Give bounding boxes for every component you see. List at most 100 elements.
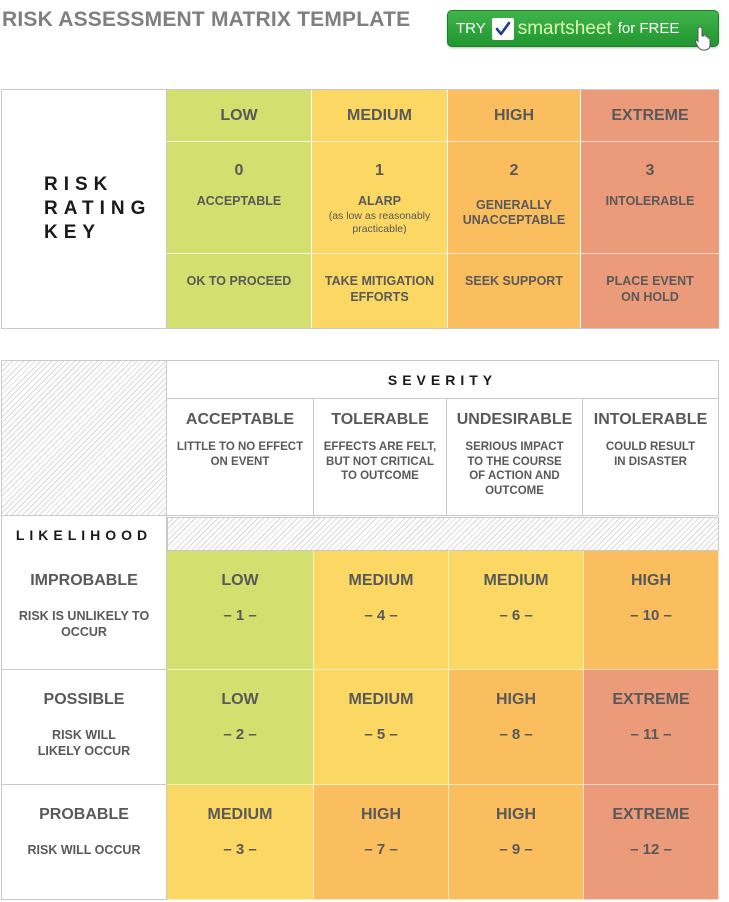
matrix-cell-level: LOW [221,691,259,708]
severity-column-acceptable: ACCEPTABLE LITTLE TO NO EFFECT ON EVENT [167,399,314,516]
likelihood-row-probable: PROBABLE RISK WILL OCCUR MEDIUM – 3 – HI… [1,785,719,900]
matrix-cell-level: EXTREME [612,806,690,823]
matrix-cell-score: – 3 – [223,841,257,858]
cta-free-label: for FREE [617,20,680,37]
key-level-action: TAKE MITIGATION EFFORTS [324,274,435,304]
key-level-subdesc: (as low as reasonably practicable) [328,210,431,235]
cta-brand-label: smartsheet [517,17,612,39]
key-level-name: MEDIUM [312,90,447,142]
severity-column-tolerable: TOLERABLE EFFECTS ARE FELT, BUT NOT CRIT… [314,399,447,516]
key-level-number: 0 [234,162,244,179]
key-level-name: EXTREME [581,90,719,142]
likelihood-desc: RISK WILL OCCUR [27,843,141,857]
matrix-cell: MEDIUM – 4 – [314,551,449,670]
key-level-name: HIGH [448,90,580,142]
key-label-line: RATING [44,198,152,219]
severity-desc: COULD RESULT IN DISASTER [605,441,696,468]
key-column-low: LOW 0 ACCEPTABLE OK TO PROCEED [167,90,312,328]
key-level-number: 2 [509,162,519,179]
risk-rating-key-label: RISK RATING KEY [2,90,167,328]
cursor-hand-icon [694,25,714,55]
severity-name: ACCEPTABLE [185,411,295,428]
key-label-line: RISK [44,174,114,195]
matrix-cell-score: – 4 – [364,607,398,624]
key-level-action: OK TO PROCEED [186,274,292,288]
matrix-cell: HIGH – 10 – [584,551,719,670]
matrix-cell-level: HIGH [361,806,401,823]
key-level-rating: 1 ALARP (as low as reasonably practicabl… [312,142,447,254]
matrix-cell: HIGH – 7 – [314,785,449,900]
matrix-cell-level: MEDIUM [483,572,549,589]
matrix-cell-score: – 12 – [630,841,672,858]
matrix-cell-score: – 10 – [630,607,672,624]
likelihood-name: POSSIBLE [43,691,125,708]
likelihood-desc: RISK IS UNLIKELY TO OCCUR [18,609,150,639]
likelihood-desc: RISK WILL LIKELY OCCUR [37,728,131,758]
severity-name: INTOLERABLE [593,411,708,428]
key-level-desc: GENERALLY UNACCEPTABLE [462,198,566,227]
matrix-cell-score: – 6 – [499,607,533,624]
likelihood-label: IMPROBABLE RISK IS UNLIKELY TO OCCUR [1,551,167,670]
key-label-line: KEY [44,222,102,243]
severity-header: SEVERITY [167,360,719,399]
severity-desc: LITTLE TO NO EFFECT ON EVENT [176,441,304,468]
likelihood-name: PROBABLE [39,806,129,823]
checkmark-icon [491,17,514,40]
matrix-cell-score: – 5 – [364,726,398,743]
severity-desc: EFFECTS ARE FELT, BUT NOT CRITICAL TO OU… [323,441,437,482]
key-level-action: PLACE EVENT ON HOLD [606,274,694,304]
key-level-desc: INTOLERABLE [605,194,695,208]
key-column-extreme: EXTREME 3 INTOLERABLE PLACE EVENT ON HOL… [581,90,719,328]
key-level-desc: ACCEPTABLE [196,194,282,208]
matrix-cell-score: – 11 – [630,726,672,743]
key-level-action: SEEK SUPPORT [465,274,563,288]
hatched-band [167,517,719,551]
risk-rating-key: RISK RATING KEY LOW 0 ACCEPTABLE OK TO P… [1,89,719,329]
key-level-rating: 2 GENERALLY UNACCEPTABLE [448,142,580,254]
severity-column-intolerable: INTOLERABLE COULD RESULT IN DISASTER [583,399,719,516]
key-level-desc: ALARP [357,194,402,208]
severity-name: TOLERABLE [331,411,429,428]
risk-matrix: SEVERITY ACCEPTABLE LITTLE TO NO EFFECT … [1,360,719,900]
matrix-cell-score: – 2 – [223,726,257,743]
likelihood-label: POSSIBLE RISK WILL LIKELY OCCUR [1,670,167,785]
key-level-name: LOW [167,90,311,142]
key-column-high: HIGH 2 GENERALLY UNACCEPTABLE SEEK SUPPO… [448,90,581,328]
matrix-cell-level: EXTREME [612,691,690,708]
severity-column-undesirable: UNDESIRABLE SERIOUS IMPACT TO THE COURSE… [447,399,583,516]
matrix-cell: MEDIUM – 3 – [167,785,314,900]
key-level-rating: 0 ACCEPTABLE [167,142,311,254]
key-column-medium: MEDIUM 1 ALARP (as low as reasonably pra… [312,90,448,328]
likelihood-row-possible: POSSIBLE RISK WILL LIKELY OCCUR LOW – 2 … [1,670,719,785]
matrix-cell: MEDIUM – 6 – [449,551,584,670]
matrix-cell-level: MEDIUM [348,691,414,708]
likelihood-header: LIKELIHOOD [1,516,167,553]
matrix-cell-score: – 7 – [364,841,398,858]
key-level-number: 1 [375,162,384,179]
likelihood-name: IMPROBABLE [30,572,138,589]
page-title: RISK ASSESSMENT MATRIX TEMPLATE [2,8,411,31]
matrix-cell: EXTREME – 11 – [584,670,719,785]
matrix-cell-score: – 9 – [499,841,533,858]
matrix-cell-level: HIGH [496,806,536,823]
try-smartsheet-button[interactable]: TRY smartsheet for FREE [447,10,719,51]
key-level-rating: 3 INTOLERABLE [581,142,719,254]
key-level-number: 3 [645,162,655,179]
likelihood-label: PROBABLE RISK WILL OCCUR [1,785,167,900]
matrix-cell: HIGH – 9 – [449,785,584,900]
matrix-cell: LOW – 1 – [167,551,314,670]
severity-desc: SERIOUS IMPACT TO THE COURSE OF ACTION A… [465,441,564,497]
matrix-cell-level: MEDIUM [348,572,414,589]
matrix-cell: LOW – 2 – [167,670,314,785]
matrix-cell-score: – 1 – [223,607,257,624]
matrix-cell-level: MEDIUM [207,806,273,823]
cta-try-label: TRY [456,20,486,37]
matrix-cell-level: LOW [221,572,259,589]
matrix-cell: HIGH – 8 – [449,670,584,785]
likelihood-row-improbable: IMPROBABLE RISK IS UNLIKELY TO OCCUR LOW… [1,551,719,670]
severity-name: UNDESIRABLE [456,411,573,428]
matrix-cell-level: HIGH [496,691,536,708]
matrix-cell: EXTREME – 12 – [584,785,719,900]
hatched-corner [1,360,167,516]
matrix-cell-score: – 8 – [499,726,533,743]
